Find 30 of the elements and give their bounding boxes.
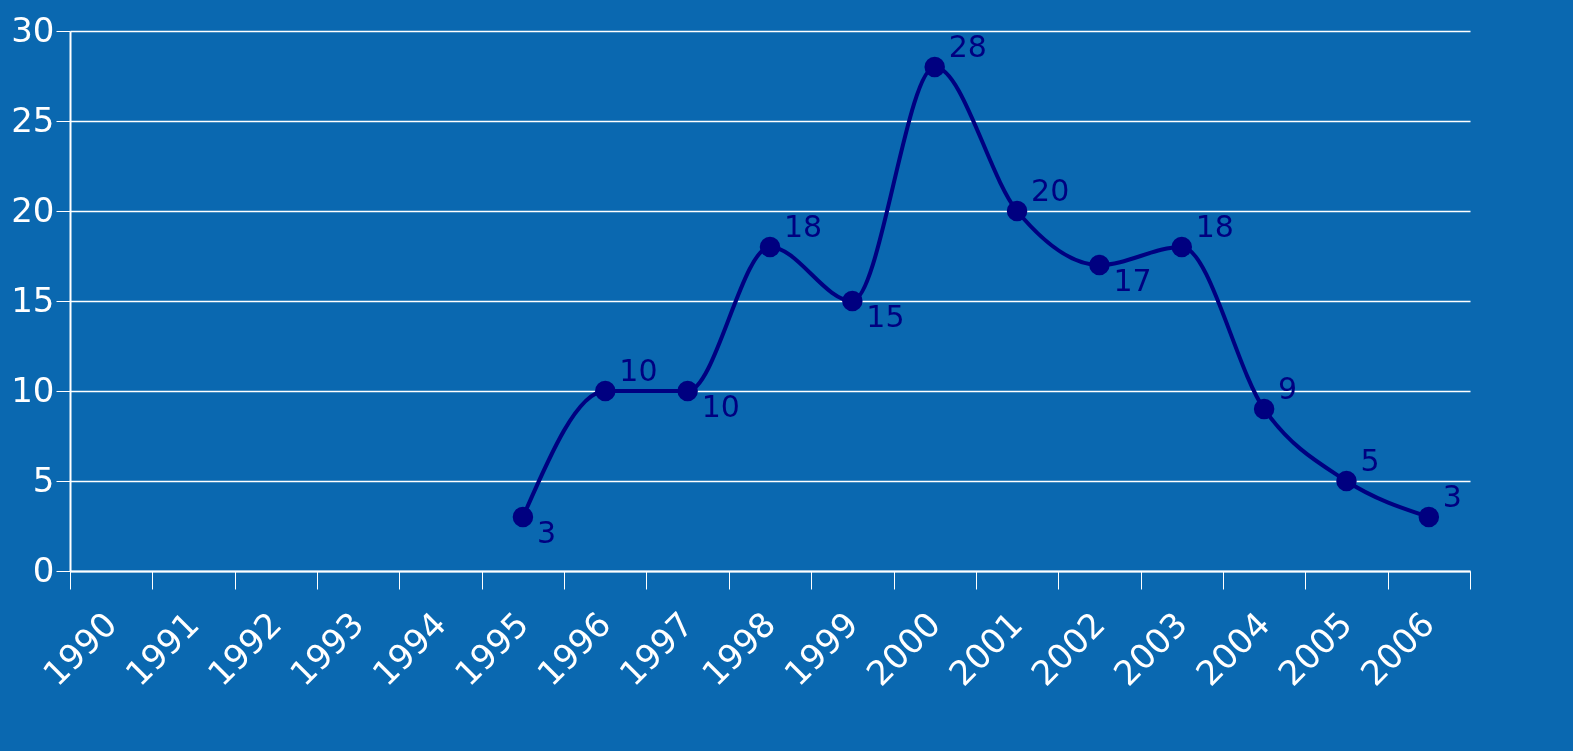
- y-tick-label: 30: [11, 9, 55, 50]
- point: [1418, 506, 1440, 528]
- point: [512, 506, 534, 528]
- data-label: 17: [1113, 263, 1152, 298]
- y-tick-label: 5: [32, 459, 55, 500]
- point: [1336, 470, 1357, 492]
- point: [1171, 236, 1193, 258]
- y-tick-label: 15: [11, 279, 55, 320]
- data-label: 18: [1195, 209, 1234, 244]
- y-tick-label: 25: [11, 99, 55, 140]
- data-label: 15: [866, 299, 905, 334]
- point: [1253, 398, 1275, 420]
- data-label: 10: [701, 389, 740, 424]
- data-label: 18: [784, 209, 823, 244]
- y-tick-label: 20: [11, 189, 55, 230]
- data-label: 20: [1031, 173, 1070, 208]
- data-label: 5: [1360, 443, 1380, 478]
- point: [842, 290, 863, 312]
- data-label: 3: [1442, 479, 1462, 514]
- point: [677, 380, 698, 402]
- point: [595, 380, 616, 402]
- data-label: 28: [948, 29, 987, 64]
- point: [1089, 254, 1110, 276]
- point: [924, 56, 945, 78]
- data-label: 3: [536, 515, 557, 550]
- point: [1006, 200, 1028, 222]
- data-label: 10: [619, 353, 658, 388]
- point: [759, 236, 781, 258]
- y-tick-label: 10: [11, 369, 55, 410]
- y-tick-label: 0: [32, 549, 55, 590]
